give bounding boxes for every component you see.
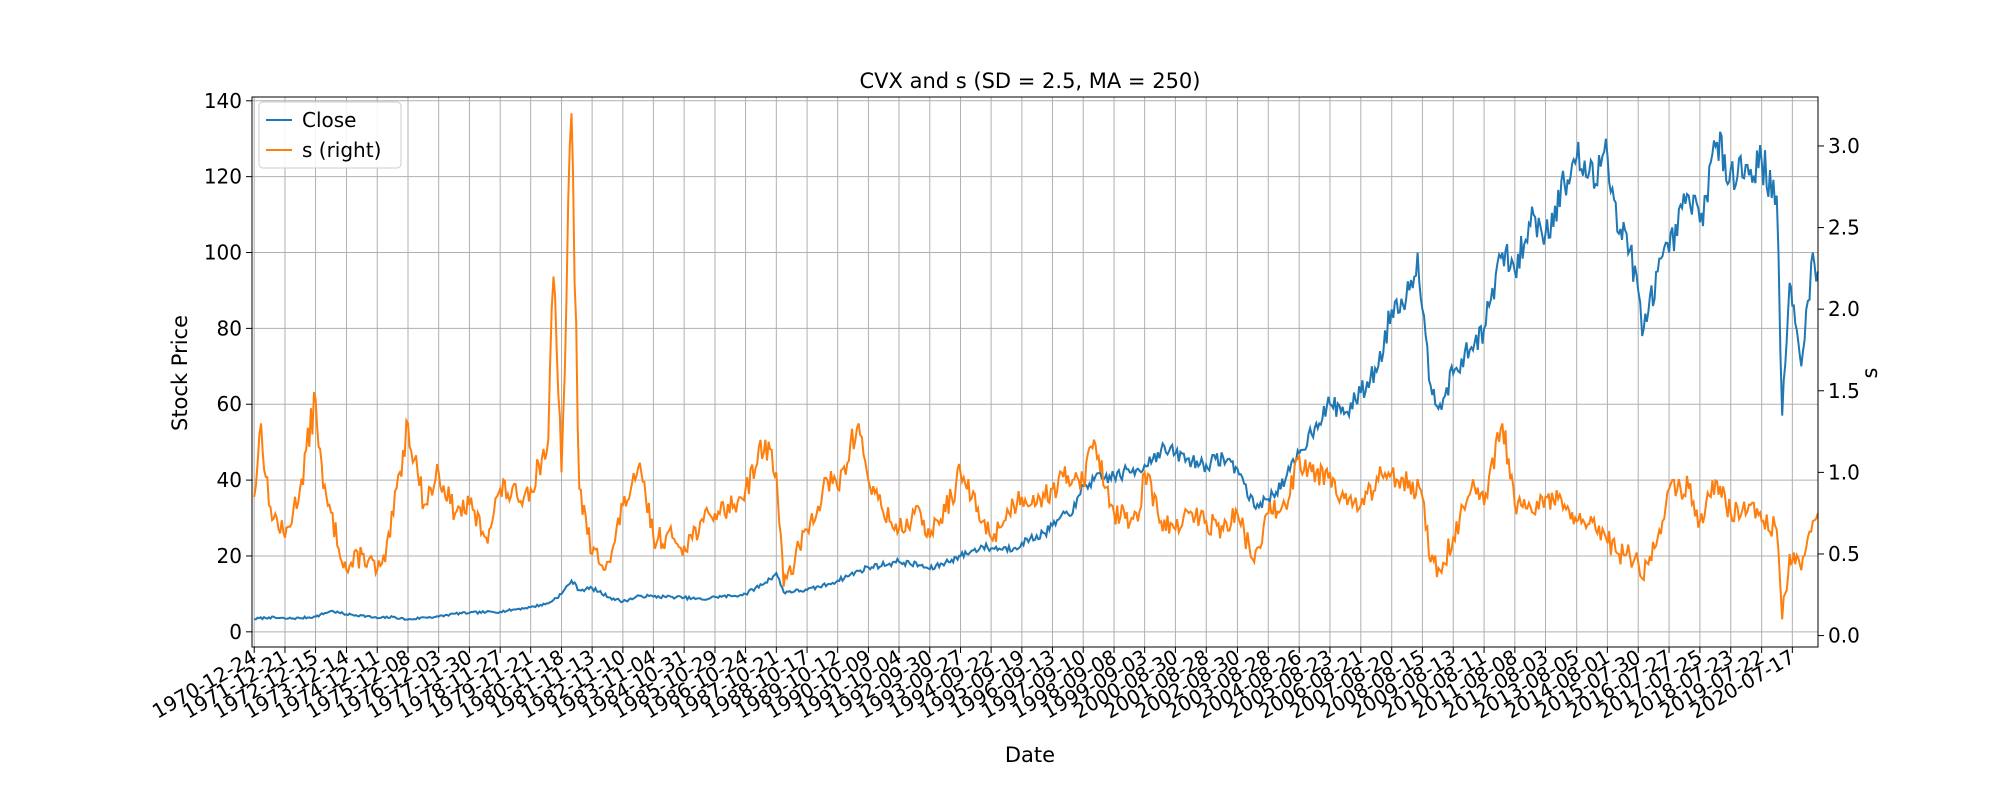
legend-label-close: Close — [302, 108, 356, 132]
legend-box — [258, 101, 402, 169]
y-tick-label-right: 3.0 — [1828, 134, 1860, 158]
x-axis: 1970-12-241971-12-211972-12-151973-12-14… — [148, 645, 1799, 724]
y-axis-title-left: Stock Price — [168, 315, 192, 431]
y-tick-label-right: 2.0 — [1828, 297, 1860, 321]
series-line-close — [253, 131, 1819, 621]
y-tick-label-right: 1.5 — [1828, 379, 1860, 403]
y-tick-label-left: 40 — [217, 468, 242, 492]
series-layer — [253, 113, 1819, 621]
plot-area — [251, 96, 1819, 648]
y-tick-label-left: 120 — [204, 165, 242, 189]
y-tick-label-right: 1.0 — [1828, 460, 1860, 484]
y-tick-label-left: 20 — [217, 544, 242, 568]
y-tick-label-right: 2.5 — [1828, 216, 1860, 240]
y-tick-label-left: 60 — [217, 392, 242, 416]
legend-label-s: s (right) — [302, 138, 381, 162]
y-tick-label-left: 80 — [217, 316, 242, 340]
grid — [252, 97, 1818, 647]
y-axis-right: 0.0 0.5 1.0 1.5 2.0 2.5 3.0 — [1818, 134, 1860, 648]
y-tick-label-left: 100 — [204, 241, 242, 265]
y-tick-label-right: 0.0 — [1828, 624, 1860, 648]
series-line-s — [253, 113, 1819, 620]
legend: Close s (right) — [258, 101, 402, 169]
chart-title: CVX and s (SD = 2.5, MA = 250) — [860, 69, 1201, 93]
y-tick-label-right: 0.5 — [1828, 542, 1860, 566]
y-tick-label-left: 0 — [229, 620, 242, 644]
x-axis-title: Date — [1005, 743, 1055, 767]
y-tick-label-left: 140 — [204, 89, 242, 113]
y-axis-left: 0 20 40 60 80 100 120 140 — [204, 89, 252, 644]
y-axis-title-right: s — [1858, 368, 1882, 379]
